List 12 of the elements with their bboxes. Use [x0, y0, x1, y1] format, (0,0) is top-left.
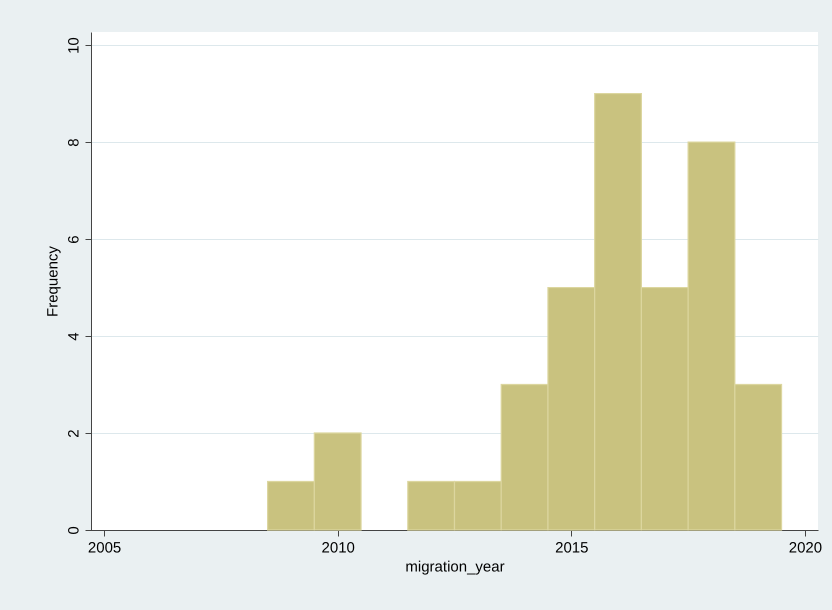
y-tick-label: 8	[66, 138, 82, 147]
x-tick-label: 2010	[322, 540, 355, 556]
y-tick-label: 2	[66, 429, 82, 438]
x-tick-label: 2015	[555, 540, 588, 556]
y-tick-label: 10	[66, 37, 82, 54]
y-axis-title: Frequency	[44, 246, 62, 317]
y-tick-label: 0	[66, 526, 82, 535]
x-tick-label: 2020	[788, 540, 822, 556]
y-tick-label: 6	[66, 235, 82, 244]
x-tick-label: 2005	[88, 540, 122, 556]
x-axis-title: migration_year	[405, 558, 505, 576]
y-tick-label: 4	[66, 332, 82, 341]
